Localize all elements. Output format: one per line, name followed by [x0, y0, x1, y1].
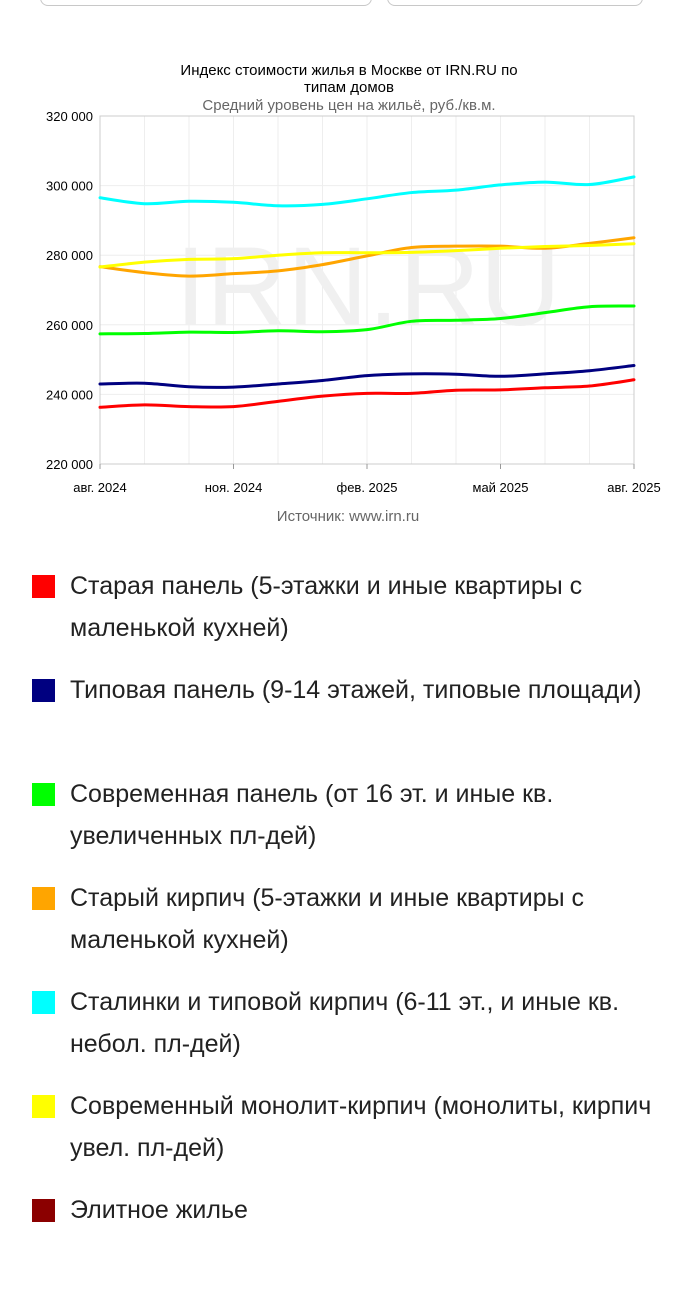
- legend-swatch: [32, 679, 55, 702]
- series-line-2: [98, 304, 636, 336]
- legend-swatch: [32, 1199, 55, 1222]
- x-tick-label: авг. 2024: [73, 480, 126, 495]
- y-tick-label: 280 000: [46, 248, 93, 263]
- y-tick-label: 260 000: [46, 318, 93, 333]
- legend-label: Типовая панель (9-14 этажей, типовые пло…: [70, 676, 642, 704]
- x-axis-ticks: авг. 2024 ноя. 2024 фев. 2025 май 2025 авг. …: [73, 464, 661, 495]
- legend: Старая панель (5-этажки и иные квартиры …: [32, 565, 682, 1293]
- legend-item[interactable]: Элитное жилье: [32, 1189, 682, 1293]
- x-tick-label: май 2025: [473, 480, 529, 495]
- y-tick-label: 220 000: [46, 457, 93, 472]
- y-tick-label: 320 000: [46, 109, 93, 124]
- x-tick-label: фев. 2025: [337, 480, 398, 495]
- y-tick-label: 300 000: [46, 179, 93, 194]
- top-dropdown-right[interactable]: [387, 0, 643, 6]
- legend-label: Современная панель (от 16 эт. и иные кв.…: [70, 780, 554, 850]
- x-tick-label: авг. 2025: [607, 480, 660, 495]
- chart-title-line-2: типам домов: [304, 79, 394, 96]
- legend-item[interactable]: Старая панель (5-этажки и иные квартиры …: [32, 565, 682, 669]
- legend-swatch: [32, 1095, 55, 1118]
- legend-label: Элитное жилье: [70, 1196, 248, 1224]
- legend-label: Современный монолит-кирпич (монолиты, ки…: [70, 1092, 652, 1162]
- chart-source: Источник: www.irn.ru: [277, 508, 419, 525]
- series-lines: [98, 175, 636, 409]
- chart-title-line-1: Индекс стоимости жилья в Москве от IRN.R…: [180, 62, 517, 79]
- legend-label: Старая панель (5-этажки и иные квартиры …: [70, 572, 583, 642]
- top-dropdown-left[interactable]: [40, 0, 372, 6]
- y-axis-ticks: 320 000 300 000 280 000 260 000 240 000 220 0…: [46, 109, 93, 472]
- legend-swatch: [32, 783, 55, 806]
- chart-subtitle: Средний уровень цен на жильё, руб./кв.м.: [202, 97, 495, 114]
- series-line-1: [98, 364, 636, 389]
- legend-item[interactable]: Сталинки и типовой кирпич (6-11 эт., и и…: [32, 981, 682, 1085]
- legend-item[interactable]: Современный монолит-кирпич (монолиты, ки…: [32, 1085, 682, 1189]
- legend-swatch: [32, 991, 55, 1014]
- legend-item[interactable]: Современная панель (от 16 эт. и иные кв.…: [32, 773, 682, 877]
- legend-label: Сталинки и типовой кирпич (6-11 эт., и и…: [70, 988, 620, 1058]
- legend-swatch: [32, 575, 55, 598]
- series-line-4: [98, 175, 636, 208]
- series-line-5: [98, 242, 636, 269]
- y-tick-label: 240 000: [46, 387, 93, 402]
- legend-item[interactable]: Старый кирпич (5-этажки и иные квартиры …: [32, 877, 682, 981]
- series-line-0: [98, 378, 636, 409]
- legend-label: Старый кирпич (5-этажки и иные квартиры …: [70, 884, 585, 954]
- series-line-3: [98, 236, 636, 278]
- x-tick-label: ноя. 2024: [205, 480, 263, 495]
- legend-swatch: [32, 887, 55, 910]
- legend-item[interactable]: Типовая панель (9-14 этажей, типовые пло…: [32, 669, 682, 773]
